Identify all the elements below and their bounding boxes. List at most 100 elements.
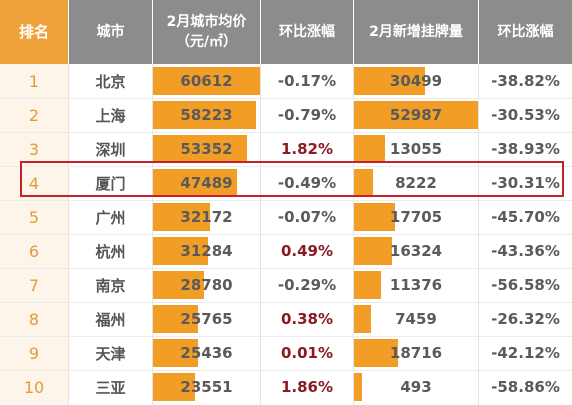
listings-bar	[354, 373, 362, 401]
city-name: 杭州	[95, 242, 126, 261]
rank-cell-bg	[0, 98, 68, 132]
city-name: 广州	[95, 208, 126, 227]
listings-change-value: -56.58%	[491, 276, 560, 294]
price-change-value: 0.01%	[280, 344, 334, 362]
header-avg-price-unit: （元/㎡）	[175, 34, 238, 50]
listings-change-value: -58.86%	[491, 378, 560, 396]
rank-number: 1	[28, 71, 40, 91]
header-price-change: 环比涨幅	[261, 0, 353, 64]
avg-price-value: 60612	[180, 72, 233, 90]
rank-cell-bg	[0, 336, 68, 370]
city-name: 福州	[95, 310, 126, 329]
price-change-value: 0.38%	[280, 310, 334, 328]
price-bar	[153, 203, 210, 231]
highlight-box	[20, 161, 564, 197]
avg-price-value: 53352	[180, 140, 233, 158]
rank-number: 2	[28, 105, 40, 125]
table-row: 1 北京 60612 -0.17% 30499 -38.82%	[0, 64, 572, 98]
price-change-value: -0.49%	[277, 174, 337, 192]
rank-cell-bg	[0, 234, 68, 268]
listings-bar	[354, 169, 373, 197]
price-bar	[153, 271, 204, 299]
new-listings-value: 16324	[389, 242, 443, 260]
avg-price-value: 23551	[180, 378, 233, 396]
header-avg-price: 2月城市均价 （元/㎡）	[153, 0, 260, 64]
rank-number: 5	[28, 207, 40, 227]
price-bar	[153, 169, 237, 197]
header-city: 城市	[69, 0, 152, 64]
rank-cell-bg	[0, 370, 68, 404]
listings-change-value: -38.93%	[491, 140, 560, 158]
price-bar	[153, 339, 198, 367]
listings-change-value: -26.32%	[491, 310, 560, 328]
row-divider	[0, 98, 572, 99]
city-name: 深圳	[95, 140, 126, 159]
rank-number: 8	[28, 309, 40, 329]
listings-change-value: -38.82%	[491, 72, 560, 90]
price-change-value: 0.49%	[280, 242, 334, 260]
row-divider	[0, 336, 572, 337]
table-row: 10 三亚 23551 1.86% 493 -58.86%	[0, 370, 572, 404]
rank-cell-bg	[0, 200, 68, 234]
city-name: 厦门	[95, 174, 126, 193]
rank-number: 9	[28, 343, 40, 363]
table-row: 6 杭州 31284 0.49% 16324 -43.36%	[0, 234, 572, 268]
row-divider	[0, 234, 572, 235]
price-change-value: 1.86%	[280, 378, 334, 396]
table-row: 4 厦门 47489 -0.49% 8222 -30.31%	[0, 166, 572, 200]
city-name: 三亚	[95, 378, 126, 397]
table-row: 7 南京 28780 -0.29% 11376 -56.58%	[0, 268, 572, 302]
rank-number: 3	[28, 139, 40, 159]
price-change-value: -0.17%	[277, 72, 337, 90]
listings-bar	[354, 271, 381, 299]
column-divider	[478, 64, 479, 405]
listings-bar	[354, 237, 392, 265]
header-rank: 排名	[0, 0, 68, 64]
row-divider	[0, 166, 572, 167]
price-change-value: 1.82%	[280, 140, 334, 158]
new-listings-value: 13055	[389, 140, 443, 158]
listings-change-value: -43.36%	[491, 242, 560, 260]
column-divider	[68, 64, 69, 405]
avg-price-value: 25436	[180, 344, 233, 362]
rank-cell-bg	[0, 268, 68, 302]
row-divider	[0, 302, 572, 303]
table-row: 3 深圳 53352 1.82% 13055 -38.93%	[0, 132, 572, 166]
city-name: 北京	[95, 72, 126, 91]
listings-change-value: -45.70%	[491, 208, 560, 226]
avg-price-value: 58223	[180, 106, 233, 124]
table-row: 8 福州 25765 0.38% 7459 -26.32%	[0, 302, 572, 336]
column-divider	[260, 64, 261, 405]
avg-price-value: 25765	[180, 310, 233, 328]
price-bar	[153, 237, 208, 265]
avg-price-value: 32172	[180, 208, 233, 226]
avg-price-value: 31284	[180, 242, 233, 260]
rank-number: 10	[23, 377, 45, 397]
row-divider	[0, 200, 572, 201]
listings-bar	[354, 101, 478, 129]
new-listings-value: 30499	[389, 72, 443, 90]
listings-change-value: -30.31%	[491, 174, 560, 192]
rank-number: 7	[28, 275, 40, 295]
city-name: 天津	[95, 344, 126, 363]
price-bar	[153, 373, 195, 401]
price-change-value: -0.07%	[277, 208, 337, 226]
listings-change-value: -30.53%	[491, 106, 560, 124]
header-avg-price-title: 2月城市均价	[166, 14, 247, 30]
listings-bar	[354, 67, 425, 95]
header-new-listings: 2月新增挂牌量	[354, 0, 478, 64]
listings-bar	[354, 305, 371, 333]
price-change-value: -0.79%	[277, 106, 337, 124]
header-listings-change: 环比涨幅	[479, 0, 572, 64]
new-listings-value: 17705	[389, 208, 443, 226]
price-bar	[153, 135, 247, 163]
new-listings-value: 493	[400, 378, 432, 396]
new-listings-value: 52987	[389, 106, 443, 124]
rank-number: 6	[28, 241, 40, 261]
listings-bar	[354, 203, 395, 231]
avg-price-value: 47489	[180, 174, 233, 192]
price-bar	[153, 305, 198, 333]
avg-price-value: 28780	[180, 276, 233, 294]
rank-cell-bg	[0, 166, 68, 200]
rank-cell-bg	[0, 64, 68, 98]
